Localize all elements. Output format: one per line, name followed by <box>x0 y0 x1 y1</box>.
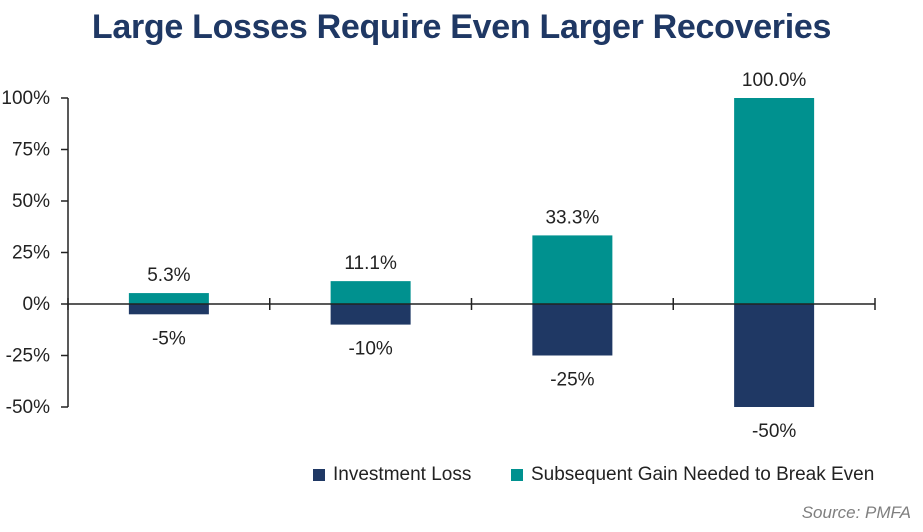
y-tick-label: 25% <box>12 243 50 264</box>
data-label-investment-loss: -50% <box>752 421 796 442</box>
y-tick-label: 75% <box>12 140 50 161</box>
data-label-investment-loss: -25% <box>550 370 594 391</box>
y-tick-label: -25% <box>6 346 50 367</box>
data-label-break-even-gain: 33.3% <box>545 207 599 228</box>
legend: Investment Loss Subsequent Gain Needed t… <box>0 464 923 488</box>
bar-investment-loss <box>532 304 613 356</box>
legend-label-investment-loss: Investment Loss <box>333 464 472 485</box>
bar-break-even-gain <box>330 281 411 304</box>
source-note: Source: PMFA <box>801 503 911 522</box>
data-label-break-even-gain: 5.3% <box>147 265 190 286</box>
chart-title: Large Losses Require Even Larger Recover… <box>91 8 832 46</box>
y-tick-label: 0% <box>23 294 51 315</box>
data-label-investment-loss: -10% <box>348 339 392 360</box>
bar-investment-loss <box>330 304 411 325</box>
data-label-break-even-gain: 11.1% <box>344 253 397 274</box>
y-tick-label: 50% <box>12 191 50 212</box>
y-tick-label: 100% <box>1 88 50 109</box>
bar-investment-loss <box>734 304 815 407</box>
legend-swatch-break-even-gain <box>511 469 523 481</box>
bar-break-even-gain <box>532 235 613 304</box>
y-tick-label: -50% <box>6 397 50 418</box>
legend-label-break-even-gain: Subsequent Gain Needed to Break Even <box>531 464 875 485</box>
bar-break-even-gain <box>128 293 209 304</box>
data-label-investment-loss: -5% <box>152 328 186 349</box>
data-label-break-even-gain: 100.0% <box>742 70 807 91</box>
legend-swatch-investment-loss <box>313 469 325 481</box>
bar-break-even-gain <box>734 98 815 304</box>
bar-investment-loss <box>128 304 209 315</box>
legend-item-investment-loss: Investment Loss <box>313 464 471 486</box>
legend-item-break-even-gain: Subsequent Gain Needed to Break Even <box>511 464 874 486</box>
